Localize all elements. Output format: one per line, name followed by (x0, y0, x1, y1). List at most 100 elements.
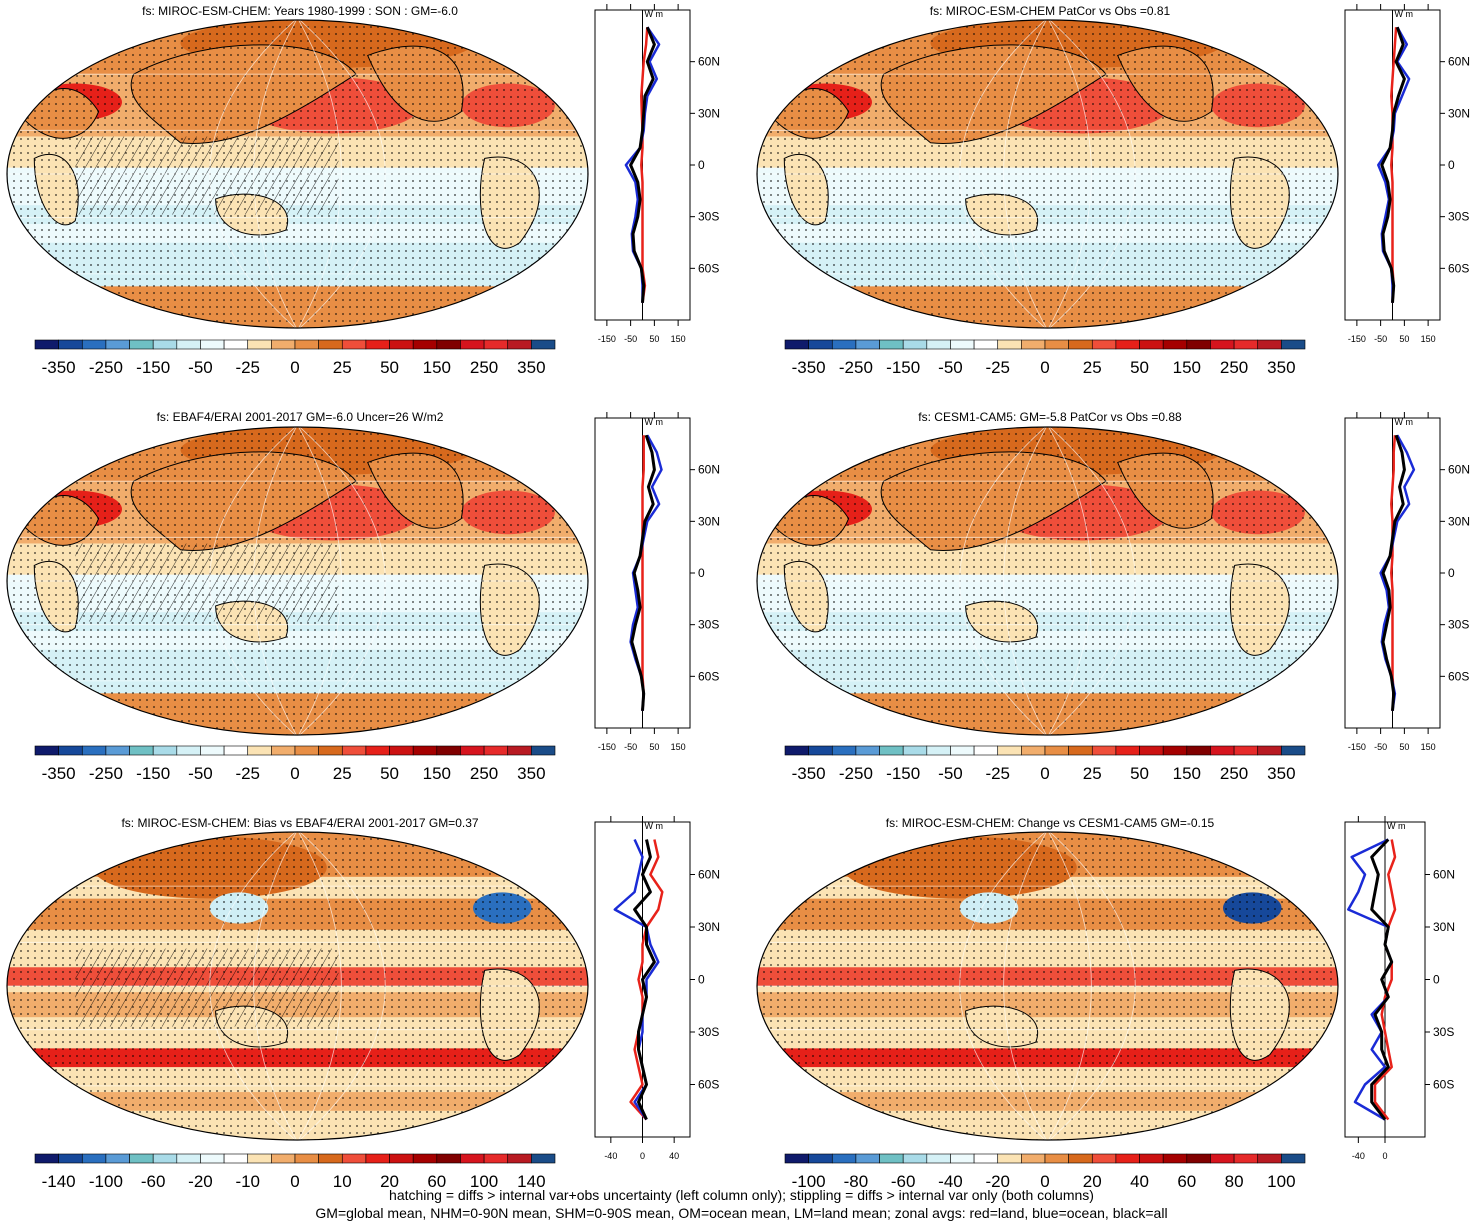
colorbar-label: 50 (1130, 358, 1149, 377)
colorbar: -140 -100 -60 -20 -10 0 10 20 60 100 140 (34, 1153, 556, 1191)
colorbar-label: 25 (333, 358, 352, 377)
lat-tick-label: 30N (698, 514, 720, 528)
zonal-x-tick-label: 150 (671, 334, 686, 344)
lat-tick-label: 30N (1433, 920, 1455, 934)
zonal-units-label: W m (645, 9, 664, 19)
zonal-x-tick-label: -150 (1348, 334, 1366, 344)
colorbar-label: -140 (42, 1172, 76, 1191)
lat-tick-label: 30N (698, 106, 720, 120)
zonal-x-tick-label: 0 (640, 1151, 645, 1161)
colorbar-label: 60 (1177, 1172, 1196, 1191)
zonal-x-tick-label: -50 (1374, 742, 1387, 752)
colorbar-label: 50 (1130, 764, 1149, 783)
zonal-series-line (1380, 26, 1406, 303)
colorbar-label: -50 (938, 358, 963, 377)
colorbar-label: 250 (1220, 764, 1248, 783)
colorbar: -350 -250 -150 -50 -25 0 25 50 150 250 350 (784, 339, 1306, 377)
zonal-x-tick-label: 40 (669, 1151, 679, 1161)
zonal-x-tick-label: -150 (1348, 742, 1366, 752)
lat-tick-label: 30S (1448, 618, 1469, 632)
colorbar-label: -350 (42, 358, 76, 377)
zonal-series-line (1381, 434, 1406, 711)
zonal-x-tick-label: 150 (1421, 742, 1436, 752)
colorbar-label: 40 (1130, 1172, 1149, 1191)
colorbar-label: 350 (517, 358, 545, 377)
zonal-units-label: W m (1395, 9, 1414, 19)
colorbar-label: -150 (136, 764, 170, 783)
colorbar-label: 80 (1225, 1172, 1244, 1191)
colorbar-label: -60 (141, 1172, 166, 1191)
lat-tick-label: 30N (1448, 106, 1470, 120)
zonal-x-tick-label: -50 (624, 334, 637, 344)
colorbar-label: 100 (470, 1172, 498, 1191)
footer-line-1: hatching = diffs > internal var+obs unce… (389, 1187, 1094, 1203)
panel-title: fs: MIROC-ESM-CHEM: Change vs CESM1-CAM5… (885, 816, 1215, 830)
colorbar-label: 20 (1083, 1172, 1102, 1191)
lat-tick-label: 60N (698, 868, 720, 882)
zonal-series-line (633, 839, 656, 1121)
lat-tick-label: 0 (1448, 566, 1455, 580)
colorbar: -350 -250 -150 -50 -25 0 25 50 150 250 350 (34, 339, 556, 377)
zonal-mean-plot: 60N 30N 0 30S 60S -150 -50 50 150 W m (1344, 4, 1470, 344)
lat-tick-label: 0 (698, 973, 705, 987)
lat-tick-label: 60S (1433, 1078, 1454, 1092)
lat-tick-label: 60N (1448, 55, 1470, 69)
colorbar: -350 -250 -150 -50 -25 0 25 50 150 250 350 (34, 745, 556, 783)
lat-tick-label: 30S (698, 618, 719, 632)
colorbar-label: 150 (1173, 764, 1201, 783)
map-plot (756, 19, 1339, 329)
colorbar-label: -80 (844, 1172, 869, 1191)
colorbar-label: -25 (235, 358, 260, 377)
colorbar-label: -150 (136, 358, 170, 377)
lat-tick-label: 0 (698, 158, 705, 172)
zonal-series-line (629, 26, 656, 303)
colorbar-label: -20 (985, 1172, 1010, 1191)
colorbar-label: 20 (380, 1172, 399, 1191)
zonal-x-tick-label: 50 (1399, 742, 1409, 752)
lat-tick-label: 60N (698, 55, 720, 69)
colorbar-label: 10 (333, 1172, 352, 1191)
lat-tick-label: 30N (1448, 514, 1470, 528)
colorbar-label: 250 (470, 358, 498, 377)
colorbar-label: -20 (188, 1172, 213, 1191)
zonal-mean-plot: 60N 30N 0 30S 60S -150 -50 50 150 W m (1344, 412, 1470, 752)
zonal-units-label: W m (645, 821, 664, 831)
colorbar-label: 0 (1040, 764, 1049, 783)
zonal-series-line (1390, 27, 1398, 303)
colorbar-label: -250 (89, 764, 123, 783)
colorbar-label: 0 (290, 764, 299, 783)
zonal-series-line (630, 434, 656, 711)
zonal-mean-plot: 60N 30N 0 30S 60S -40 0 40 W m (594, 816, 720, 1161)
colorbar-label: 25 (1083, 764, 1102, 783)
lat-tick-label: 60S (1448, 261, 1469, 275)
zonal-x-tick-label: -50 (624, 742, 637, 752)
panel-title: fs: MIROC-ESM-CHEM: Bias vs EBAF4/ERAI 2… (121, 816, 479, 830)
map-plot (6, 426, 589, 736)
map-plot (756, 426, 1339, 736)
panel-title: fs: CESM1-CAM5: GM=-5.8 PatCor vs Obs =0… (918, 410, 1182, 424)
lat-tick-label: 30S (1433, 1025, 1454, 1039)
zonal-series-line (1370, 838, 1394, 1121)
colorbar: -350 -250 -150 -50 -25 0 25 50 150 250 350 (784, 745, 1306, 783)
lat-tick-label: 30S (698, 1025, 719, 1039)
colorbar-label: 150 (423, 358, 451, 377)
lat-tick-label: 60S (698, 669, 719, 683)
colorbar-label: 350 (1267, 764, 1295, 783)
map-plot (6, 19, 589, 329)
colorbar-label: 0 (1040, 1172, 1049, 1191)
zonal-mean-plot: 60N 30N 0 30S 60S -150 -50 50 150 W m (594, 412, 720, 752)
colorbar-label: 150 (1173, 358, 1201, 377)
zonal-x-tick-label: -50 (1374, 334, 1387, 344)
lat-tick-label: 0 (698, 566, 705, 580)
colorbar-label: 25 (1083, 358, 1102, 377)
zonal-series-line (629, 839, 664, 1121)
lat-tick-label: 30S (1448, 210, 1469, 224)
lat-tick-label: 60S (698, 1078, 719, 1092)
colorbar-label: -150 (886, 358, 920, 377)
colorbar-label: -25 (985, 358, 1010, 377)
zonal-units-label: W m (1395, 417, 1414, 427)
colorbar-label: 50 (380, 358, 399, 377)
zonal-x-tick-label: -40 (1352, 1151, 1365, 1161)
colorbar-label: -10 (235, 1172, 260, 1191)
lat-tick-label: 0 (1433, 973, 1440, 987)
